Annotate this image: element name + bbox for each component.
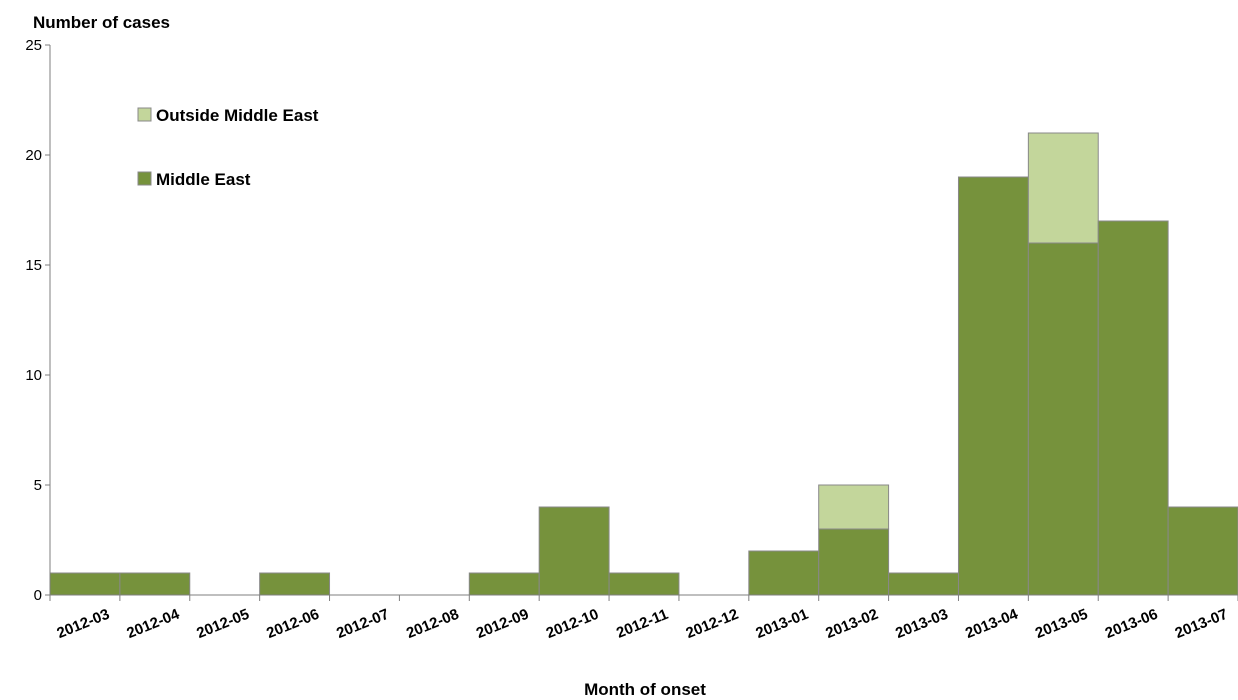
bar-middle-east-2012-11 xyxy=(608,572,680,596)
x-tick-label: 2013-05 xyxy=(1033,606,1090,642)
y-tick-label: 5 xyxy=(34,477,42,494)
axes-group xyxy=(49,45,1238,596)
bar-outside-middle-east-2013-05 xyxy=(1027,132,1099,244)
x-tick-label: 2013-03 xyxy=(893,606,950,642)
bar-middle-east-2012-04 xyxy=(119,572,191,596)
legend-swatch-middle-east xyxy=(137,171,152,186)
x-tick-label: 2012-04 xyxy=(124,605,182,642)
x-tick-label: 2012-12 xyxy=(683,606,740,642)
y-ticks-group: 0 5 10 15 20 25 xyxy=(25,37,50,604)
bar-middle-east-2012-06 xyxy=(259,572,331,596)
bar-middle-east-2013-01 xyxy=(748,550,820,596)
bar-middle-east-2013-06 xyxy=(1097,220,1169,596)
x-tick-label: 2012-08 xyxy=(404,606,461,642)
bar-middle-east-2013-03 xyxy=(888,572,959,596)
legend-swatch-outside-middle-east xyxy=(137,107,152,122)
y-tick-label: 15 xyxy=(25,257,42,274)
bar-middle-east-2012-09 xyxy=(468,572,540,596)
x-tick-label: 2013-02 xyxy=(823,606,880,642)
x-tick-label: 2012-07 xyxy=(334,606,391,642)
y-tick-label: 25 xyxy=(25,37,42,54)
y-axis-label: Number of cases xyxy=(33,13,170,32)
x-tick-label: 2012-09 xyxy=(474,606,531,642)
x-tick-label: 2012-11 xyxy=(614,606,671,642)
bar-middle-east-2013-04 xyxy=(957,176,1029,596)
bar-middle-east-2012-10 xyxy=(538,506,610,596)
bar-middle-east-2013-07 xyxy=(1167,506,1238,596)
legend-label-middle-east: Middle East xyxy=(156,170,251,189)
legend-label-outside-middle-east: Outside Middle East xyxy=(156,106,319,125)
x-tick-label: 2013-01 xyxy=(753,606,810,642)
x-axis-label: Month of onset xyxy=(584,680,706,699)
x-tick-label: 2013-06 xyxy=(1103,606,1160,642)
bar-middle-east-2013-02 xyxy=(818,528,890,596)
x-tick-label: 2013-04 xyxy=(963,605,1021,642)
x-tick-label: 2012-06 xyxy=(264,606,321,642)
y-tick-label: 10 xyxy=(25,367,42,384)
legend: Outside Middle East Middle East xyxy=(137,106,319,189)
y-tick-label: 20 xyxy=(25,147,42,164)
bar-middle-east-2013-05 xyxy=(1027,242,1099,596)
x-tick-label: 2013-07 xyxy=(1173,606,1230,642)
y-tick-label: 0 xyxy=(34,587,42,604)
x-ticks-group: 2012-03 2012-04 2012-05 2012-06 2012-07 2012-… xyxy=(49,595,1238,642)
x-tick-label: 2012-05 xyxy=(194,606,251,642)
bar-outside-middle-east-2013-02 xyxy=(818,484,890,530)
bars-group xyxy=(49,132,1238,596)
x-tick-label: 2012-10 xyxy=(544,606,601,642)
bar-middle-east-2012-03 xyxy=(49,572,121,596)
x-tick-label: 2012-03 xyxy=(55,606,112,642)
